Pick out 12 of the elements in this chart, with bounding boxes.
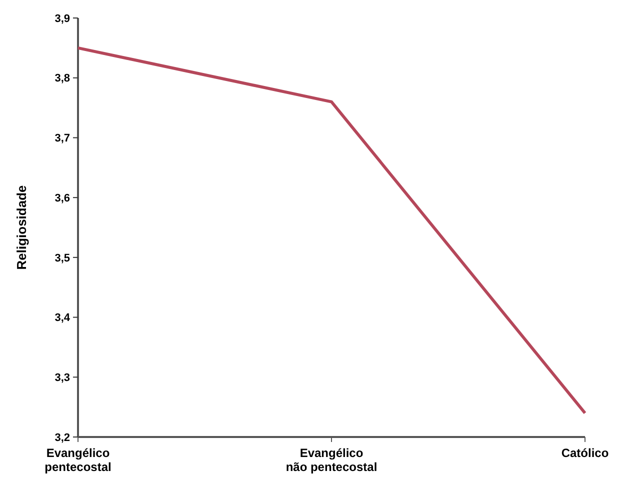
y-tick-label: 3,7 [54, 132, 70, 145]
y-tick-label: 3,6 [54, 192, 70, 204]
y-tick-label: 3,3 [54, 372, 70, 384]
x-tick-label: Evangélico pentecostal [44, 446, 112, 474]
y-tick-label: 3,9 [54, 12, 70, 25]
x-tick-label: Evangélico não pentecostal [286, 446, 378, 474]
y-axis-title: Religiosidade [14, 185, 29, 270]
y-tick-label: 3,8 [54, 72, 70, 85]
y-tick-label: 3,5 [54, 252, 70, 264]
x-tick-label: Católico [561, 446, 609, 460]
y-tick-label: 3,2 [54, 432, 70, 444]
y-tick-label: 3,4 [54, 312, 71, 324]
